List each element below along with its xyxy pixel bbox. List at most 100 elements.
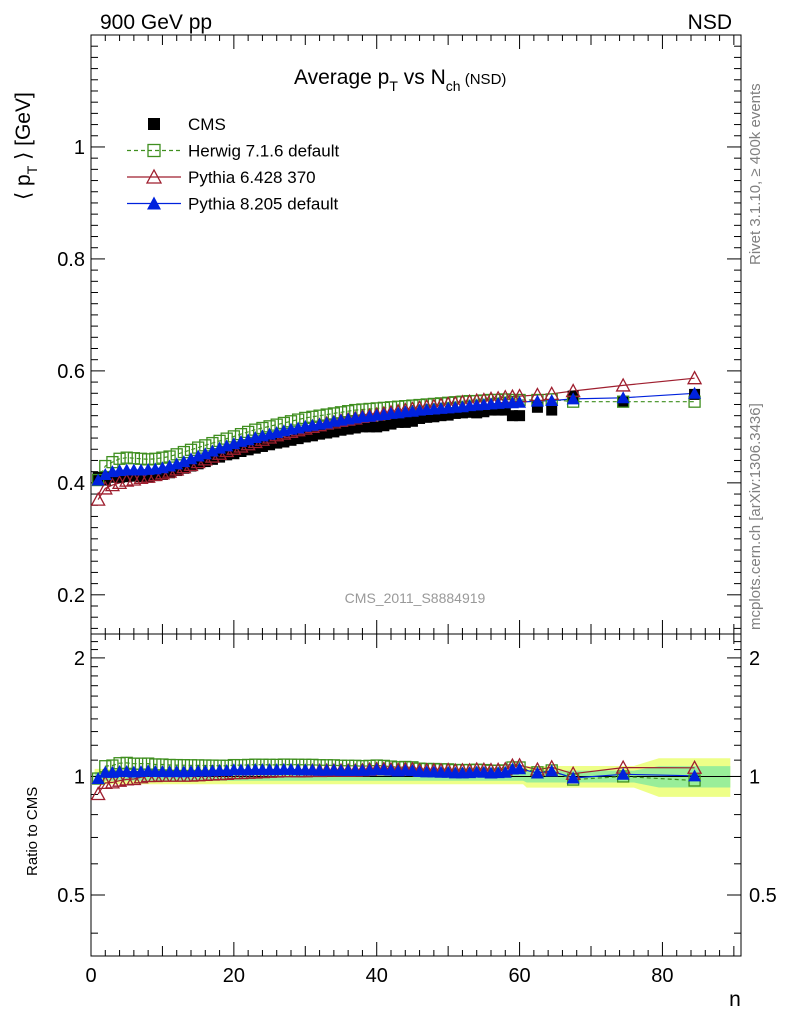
ratio-point-pythia8 xyxy=(688,769,702,782)
watermark: CMS_2011_S8884919 xyxy=(345,590,486,606)
point-cms xyxy=(414,412,426,424)
point-cms xyxy=(156,468,168,480)
point-pythia6 xyxy=(686,370,703,385)
title-mid: vs N xyxy=(398,66,446,89)
point-pythia8 xyxy=(566,392,580,405)
ratio-point-pythia8 xyxy=(498,765,512,778)
point-pythia8 xyxy=(513,395,527,408)
point-cms xyxy=(349,422,361,434)
point-cms xyxy=(342,423,354,435)
ratio-point-pythia8 xyxy=(513,762,527,775)
title-main: Average p xyxy=(294,66,389,89)
point-cms xyxy=(442,409,454,421)
ratio-point-pythia8 xyxy=(91,772,105,785)
y-tick-label: 0.6 xyxy=(57,361,85,383)
point-cms xyxy=(456,407,468,419)
point-cms xyxy=(471,407,483,419)
point-cms xyxy=(499,404,511,416)
ratio-tick-label-left: 2 xyxy=(74,648,85,670)
point-cms xyxy=(192,458,204,470)
y-tick-label: 1 xyxy=(74,137,85,159)
title-suffix: (NSD) xyxy=(461,71,507,88)
y-tick-label: 0.8 xyxy=(57,249,85,271)
x-tick-label: 60 xyxy=(508,965,530,987)
point-cms xyxy=(356,421,368,433)
point-cms xyxy=(449,407,461,419)
x-tick-label: 20 xyxy=(223,965,245,987)
y-tick-label: 0.4 xyxy=(57,473,85,495)
point-cms xyxy=(514,410,526,422)
x-tick-label: 0 xyxy=(85,965,96,987)
ratio-point-pythia8 xyxy=(545,764,559,777)
legend-label-pythia6: Pythia 6.428 370 xyxy=(188,168,316,187)
legend-label-herwig: Herwig 7.1.6 default xyxy=(188,142,339,161)
point-cms xyxy=(492,404,504,416)
point-cms xyxy=(199,456,211,468)
point-cms xyxy=(428,411,440,423)
point-cms xyxy=(99,474,111,486)
point-cms xyxy=(306,430,318,442)
legend-marker-pythia8 xyxy=(147,196,161,210)
y-label-pre: ⟨ p xyxy=(12,174,35,200)
ratio-point-pythia6 xyxy=(90,786,106,801)
point-cms xyxy=(135,471,147,483)
point-cms xyxy=(546,404,558,416)
legend-label-pythia8: Pythia 8.205 default xyxy=(188,195,339,214)
series-line-herwig xyxy=(97,398,695,481)
point-cms xyxy=(264,439,276,451)
x-tick-label: 40 xyxy=(366,965,388,987)
point-cms xyxy=(171,465,183,477)
axes: 0 20 40 60 80 0.2 0.4 0.6 0.8 1 0.5 1 2 0.5 1 2 xyxy=(57,34,777,987)
point-cms xyxy=(435,410,447,422)
point-pythia6 xyxy=(615,377,631,392)
side-text-top: Rivet 3.1.10, ≥ 400k events xyxy=(747,83,764,265)
point-cms xyxy=(164,467,176,479)
point-cms xyxy=(121,471,133,483)
point-cms xyxy=(221,449,233,461)
point-cms xyxy=(178,462,190,474)
point-cms xyxy=(142,471,154,483)
point-cms xyxy=(285,434,297,446)
x-tick-label: 80 xyxy=(651,965,673,987)
point-cms xyxy=(531,401,543,413)
x-axis-label: n xyxy=(729,988,741,1011)
point-cms xyxy=(256,440,268,452)
point-cms xyxy=(364,421,376,433)
ratio-tick-label-right: 1 xyxy=(749,766,760,788)
ratio-tick-label-right: 0.5 xyxy=(749,885,777,907)
header-right: NSD xyxy=(688,11,732,34)
point-cms xyxy=(421,411,433,423)
point-cms xyxy=(292,433,304,445)
y-tick-label: 0.2 xyxy=(57,585,85,607)
chart-title: Average pT vs Nch (NSD) xyxy=(294,66,506,94)
legend: CMS Herwig 7.1.6 default Pythia 6.428 370 P… xyxy=(127,115,339,214)
point-cms xyxy=(378,420,390,432)
ratio-tick-label-left: 0.5 xyxy=(57,885,85,907)
ratio-tick-label-right: 2 xyxy=(749,648,760,670)
point-cms xyxy=(128,470,140,482)
point-pythia8 xyxy=(616,391,630,404)
point-cms xyxy=(371,421,383,433)
ratio-tick-label-left: 1 xyxy=(74,766,85,788)
side-text-bottom: mcplots.cern.ch [arXiv:1306.3436] xyxy=(747,403,764,630)
title-sub1: T xyxy=(389,78,398,94)
y-label-post: ⟩ [GeV] xyxy=(12,92,35,166)
point-cms xyxy=(278,436,290,448)
point-cms xyxy=(464,406,476,418)
point-cms xyxy=(321,427,333,439)
ratio-y-axis-label: Ratio to CMS xyxy=(24,787,41,876)
ratio-plot-frame xyxy=(90,633,742,957)
point-cms xyxy=(478,406,490,418)
title-sub2: ch xyxy=(446,78,461,94)
point-cms xyxy=(406,415,418,427)
point-cms xyxy=(399,416,411,428)
point-cms xyxy=(335,424,347,436)
point-cms xyxy=(185,460,197,472)
point-pythia8 xyxy=(91,473,105,486)
ratio-series xyxy=(90,756,703,801)
point-cms xyxy=(249,442,261,454)
data-series xyxy=(90,370,703,506)
point-cms xyxy=(314,428,326,440)
point-pythia6 xyxy=(90,491,106,506)
legend-label-cms: CMS xyxy=(188,115,226,134)
